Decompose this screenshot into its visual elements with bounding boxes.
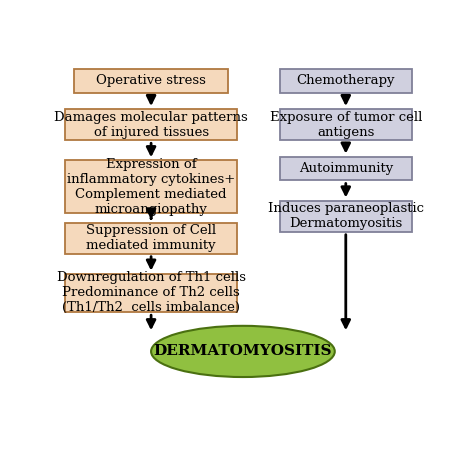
Text: Induces paraneoplastic
Dermatomyositis: Induces paraneoplastic Dermatomyositis — [268, 202, 424, 230]
FancyBboxPatch shape — [280, 69, 412, 93]
FancyBboxPatch shape — [280, 157, 412, 180]
Text: Suppression of Cell
mediated immunity: Suppression of Cell mediated immunity — [86, 224, 216, 252]
Text: Downregulation of Th1 cells
Predominance of Th2 cells
(Th1/Th2  cells imbalance): Downregulation of Th1 cells Predominance… — [56, 271, 246, 314]
Text: Damages molecular patterns
of injured tissues: Damages molecular patterns of injured ti… — [54, 111, 248, 139]
FancyBboxPatch shape — [280, 200, 412, 232]
FancyBboxPatch shape — [74, 69, 228, 93]
FancyBboxPatch shape — [65, 274, 237, 312]
FancyBboxPatch shape — [65, 161, 237, 213]
Text: Operative stress: Operative stress — [96, 74, 206, 87]
Text: Autoimmunity: Autoimmunity — [299, 162, 393, 175]
Ellipse shape — [151, 326, 335, 377]
FancyBboxPatch shape — [65, 109, 237, 140]
Text: DERMATOMYOSITIS: DERMATOMYOSITIS — [154, 344, 332, 359]
Text: Expression of
inflammatory cytokines+
Complement mediated
microangiopathy: Expression of inflammatory cytokines+ Co… — [67, 158, 235, 216]
Text: Exposure of tumor cell
antigens: Exposure of tumor cell antigens — [270, 111, 422, 139]
FancyBboxPatch shape — [280, 109, 412, 140]
FancyBboxPatch shape — [65, 222, 237, 254]
Text: Chemotherapy: Chemotherapy — [297, 74, 395, 87]
